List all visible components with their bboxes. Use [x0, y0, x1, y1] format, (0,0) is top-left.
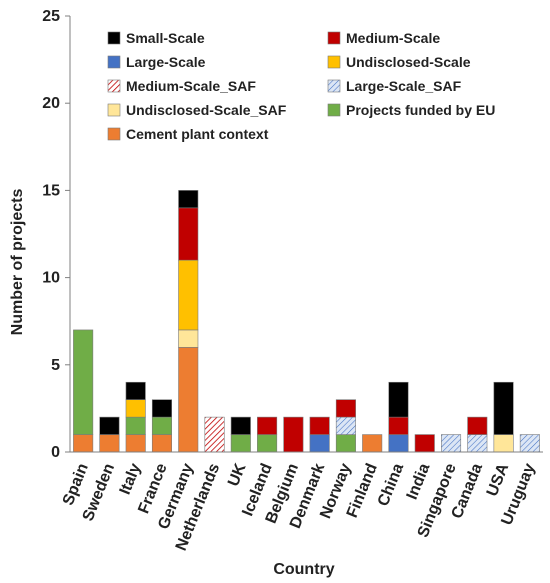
legend-swatch-projects-funded-by-eu	[327, 103, 341, 117]
bar-china-medium-scale	[388, 416, 409, 435]
bar-italy-small-scale	[125, 381, 146, 400]
bar-germany-undisclosed-scale	[178, 259, 199, 331]
bar-china-large-scale	[388, 434, 409, 453]
x-tick-label-uk: UK	[225, 461, 250, 489]
bar-sweden-cement-plant-context	[99, 434, 120, 453]
y-tick-label: 20	[42, 95, 60, 112]
legend-swatch-large-scale	[107, 55, 121, 69]
y-tick-label: 10	[42, 270, 60, 287]
legend-swatch-medium-scale-saf	[107, 79, 121, 93]
bars-layer	[73, 190, 540, 453]
bar-italy-undisclosed-scale	[125, 399, 146, 418]
x-tick-label-italy: Italy	[117, 461, 145, 497]
bar-norway-projects-funded-by-eu	[335, 434, 356, 453]
bar-italy-cement-plant-context	[125, 434, 146, 453]
legend: Small-Scale Medium-Scale Large-Scale Undisc…	[107, 30, 495, 142]
bar-china-small-scale	[388, 381, 409, 418]
legend-label-medium-scale: Medium-Scale	[346, 30, 440, 46]
legend-label-large-scale: Large-Scale	[126, 54, 206, 70]
legend-swatch-undisclosed-scale-saf	[107, 103, 121, 117]
y-tick-label: 5	[51, 357, 60, 374]
bar-spain-cement-plant-context	[73, 434, 94, 453]
bar-france-projects-funded-by-eu	[151, 416, 173, 435]
bar-uruguay-large-scale-saf	[519, 434, 540, 453]
legend-label-projects-funded-by-eu: Projects funded by EU	[346, 102, 495, 118]
bar-france-cement-plant-context	[151, 434, 173, 453]
legend-swatch-large-scale-saf	[327, 79, 341, 93]
legend-label-cement-plant-context: Cement plant context	[126, 126, 269, 142]
bar-norway-medium-scale	[335, 399, 356, 418]
bar-canada-medium-scale	[467, 416, 488, 435]
y-tick-label: 15	[42, 182, 60, 199]
bar-spain-projects-funded-by-eu	[73, 329, 94, 435]
bar-denmark-medium-scale	[309, 416, 330, 435]
bar-belgium-medium-scale	[283, 416, 304, 453]
bar-netherlands-medium-scale-saf	[204, 416, 225, 453]
bar-finland-cement-plant-context	[362, 434, 383, 453]
legend-swatch-cement-plant-context	[107, 127, 121, 141]
bar-uk-small-scale	[230, 416, 251, 435]
bar-usa-small-scale	[493, 381, 514, 435]
legend-swatch-undisclosed-scale	[327, 55, 341, 69]
bar-india-medium-scale	[414, 434, 435, 453]
axes	[69, 16, 543, 453]
bar-germany-medium-scale	[178, 207, 199, 261]
bar-germany-cement-plant-context	[178, 347, 199, 453]
legend-label-undisclosed-scale: Undisclosed-Scale	[346, 54, 471, 70]
legend-swatch-small-scale	[107, 31, 121, 45]
bar-denmark-large-scale	[309, 434, 330, 453]
bar-canada-large-scale-saf	[467, 434, 488, 453]
y-tick-label: 0	[51, 444, 60, 461]
bar-germany-small-scale	[178, 190, 199, 209]
y-axis-ticks: 0 5 10 15 20 25	[42, 8, 70, 461]
legend-swatch-medium-scale	[327, 31, 341, 45]
legend-label-large-scale-saf: Large-Scale_SAF	[346, 78, 462, 94]
legend-label-undisclosed-scale-saf: Undisclosed-Scale_SAF	[126, 102, 287, 118]
legend-label-medium-scale-saf: Medium-Scale_SAF	[126, 78, 256, 94]
bar-sweden-small-scale	[99, 416, 120, 435]
bar-italy-projects-funded-by-eu	[125, 416, 146, 435]
bar-iceland-projects-funded-by-eu	[257, 434, 278, 453]
x-axis-ticks: SpainSwedenItalyFranceGermanyNetherlands…	[60, 461, 539, 554]
bar-uk-projects-funded-by-eu	[230, 434, 251, 453]
x-axis-title: Country	[273, 561, 334, 578]
legend-label-small-scale: Small-Scale	[126, 30, 205, 46]
y-axis-title: Number of projects	[9, 189, 26, 336]
x-tick-label-usa: USA	[484, 461, 513, 499]
bar-iceland-medium-scale	[257, 416, 278, 435]
bar-usa-undisclosed-scale-saf	[493, 434, 514, 453]
y-tick-label: 25	[42, 8, 60, 25]
bar-france-small-scale	[151, 399, 173, 418]
bar-singapore-large-scale-saf	[441, 434, 462, 453]
bar-germany-undisclosed-scale-saf	[178, 329, 199, 348]
bar-norway-large-scale-saf	[335, 416, 356, 435]
